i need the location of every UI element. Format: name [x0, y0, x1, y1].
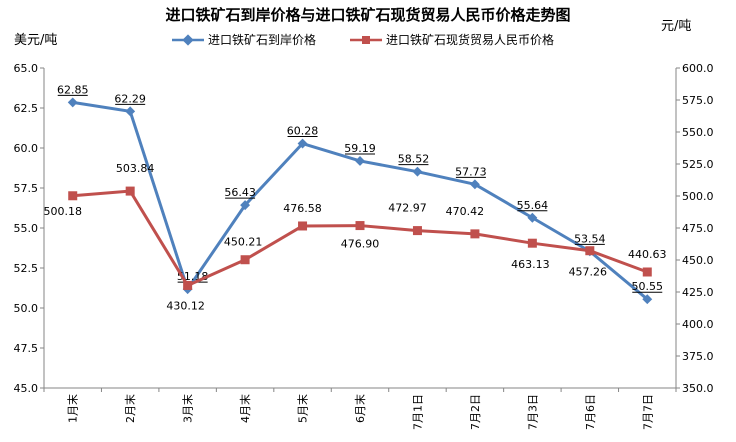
series-2-data-label: 450.21: [224, 236, 263, 249]
axes: 45.0 47.5 50.0 52.5 55.0 57.5 60.0 62.5 65.0 350.…: [14, 62, 714, 430]
x-tick-label: 1月末: [66, 394, 80, 423]
series-2-data-label: 470.42: [446, 205, 485, 218]
legend-label-series-2: 进口铁矿石现货贸易人民币价格: [386, 32, 554, 47]
series-1-point: [469, 179, 480, 190]
x-tick-label: 6月末: [353, 394, 367, 423]
right-tick-label: 400.0: [682, 318, 714, 331]
series-1-point: [240, 200, 251, 211]
left-tick-label: 62.5: [14, 102, 39, 115]
series-line-1: [72, 100, 649, 301]
left-tick-label: 57.5: [14, 182, 39, 195]
series-1-data-label: 50.55: [632, 280, 664, 293]
right-tick-label: 525.0: [682, 158, 714, 171]
series-2-point: [125, 186, 135, 196]
series-1-data-label: 57.73: [455, 165, 487, 178]
series-1-data-label: 56.43: [224, 186, 256, 199]
series-2-data-label: 476.58: [283, 202, 322, 215]
left-tick-label: 50.0: [14, 302, 39, 315]
left-tick-label: 52.5: [14, 262, 39, 275]
legend: 进口铁矿石到岸价格 进口铁矿石现货贸易人民币价格: [172, 32, 554, 47]
x-tick-label: 7月1日: [411, 394, 424, 430]
series-2-data-label: 472.97: [388, 202, 427, 215]
x-tick-label: 3月末: [181, 394, 195, 423]
right-tick-label: 475.0: [682, 222, 714, 235]
series-2-point: [585, 246, 595, 256]
right-tick-label: 450.0: [682, 254, 714, 267]
right-tick-label: 500.0: [682, 190, 714, 203]
series-2-point: [68, 191, 78, 201]
series-2-data-label: 430.12: [166, 299, 205, 312]
series-2-point: [527, 238, 537, 248]
series-2-point: [412, 226, 422, 236]
series-1-point: [125, 106, 136, 117]
series-1-data-label: 58.52: [398, 153, 430, 166]
right-tick-label: 575.0: [682, 94, 714, 107]
series-2-point: [240, 255, 250, 265]
series-2-data-label: 457.26: [569, 266, 608, 279]
left-tick-label: 45.0: [14, 382, 39, 395]
x-tick-label: 2月末: [123, 394, 137, 423]
series-2-point: [298, 221, 308, 231]
series-2-point: [183, 280, 193, 290]
series-1-data-label: 53.54: [574, 232, 606, 245]
right-tick-label: 375.0: [682, 350, 714, 363]
legend-label-series-1: 进口铁矿石到岸价格: [208, 32, 316, 47]
series-2-data-label: 440.63: [628, 248, 667, 261]
series-1-point: [412, 166, 423, 177]
x-tick-label: 7月6日: [584, 394, 597, 430]
right-tick-label: 350.0: [682, 382, 714, 395]
series-2-point: [355, 221, 365, 231]
series-2-point: [642, 267, 652, 277]
x-tick-label: 5月末: [296, 394, 310, 423]
series-2-data-label: 476.90: [341, 238, 380, 251]
x-tick-label: 7月3日: [526, 394, 539, 430]
series-1-data-label: 55.64: [517, 199, 549, 212]
series-1-data-label: 62.29: [114, 92, 146, 105]
left-tick-label: 47.5: [14, 342, 39, 355]
right-tick-label: 600.0: [682, 62, 714, 75]
legend-marker-series-2: [362, 36, 370, 44]
series-1-point: [355, 156, 365, 166]
left-tick-label: 55.0: [14, 222, 39, 235]
series-1-point: [642, 294, 653, 305]
series-2-data-label: 500.18: [43, 205, 82, 218]
series-1-data-label: 59.19: [344, 142, 376, 155]
x-tick-label: 4月末: [238, 394, 252, 423]
series-1-data-label: 62.85: [57, 83, 89, 96]
series-1-point: [67, 97, 78, 108]
series-2-data-label: 503.84: [116, 162, 155, 175]
left-axis-unit: 美元/吨: [14, 33, 57, 48]
series-2-data-label: 463.13: [511, 258, 550, 271]
right-tick-label: 550.0: [682, 126, 714, 139]
series-2-point: [470, 229, 480, 239]
left-tick-label: 65.0: [14, 62, 39, 75]
right-tick-label: 425.0: [682, 286, 714, 299]
chart-title: 进口铁矿石到岸价格与进口铁矿石现货贸易人民币价格走势图: [165, 6, 570, 24]
x-tick-label: 7月2日: [469, 394, 482, 430]
left-tick-label: 60.0: [14, 142, 39, 155]
series-1-point: [297, 138, 308, 149]
series-1-point: [527, 212, 538, 223]
series-1-data-label: 60.28: [287, 125, 319, 138]
plot-area: 62.8562.2951.1856.4360.2859.1958.5257.73…: [43, 83, 666, 312]
legend-marker-series-1: [182, 34, 194, 46]
x-tick-label: 7月7日: [641, 394, 654, 430]
right-axis-unit: 元/吨: [661, 19, 691, 34]
